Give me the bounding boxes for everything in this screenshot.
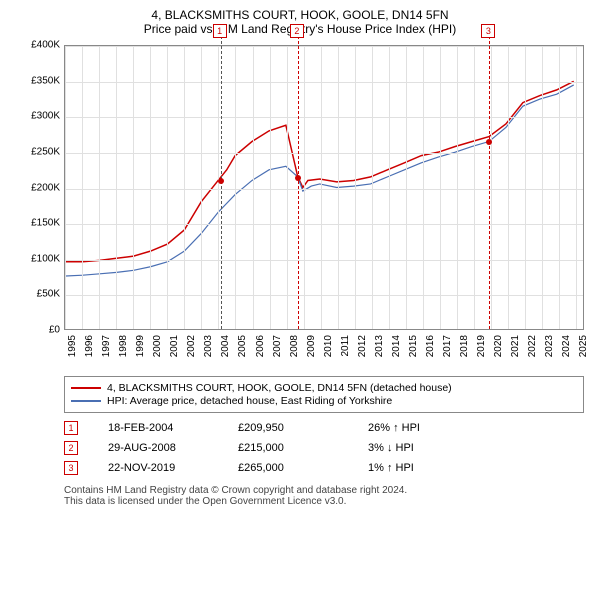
event-pct: 1% ↑ HPI (368, 462, 488, 474)
y-axis-tick-label: £350K (31, 75, 60, 86)
legend-swatch (71, 387, 101, 389)
event-marker-box: 3 (481, 24, 495, 38)
x-axis-tick-label: 2003 (203, 335, 214, 357)
legend-box: 4, BLACKSMITHS COURT, HOOK, GOOLE, DN14 … (64, 376, 584, 413)
event-price: £215,000 (238, 442, 368, 454)
event-date: 22-NOV-2019 (108, 462, 238, 474)
event-price: £265,000 (238, 462, 368, 474)
x-axis-tick-label: 2006 (255, 335, 266, 357)
event-dot (218, 178, 224, 184)
x-axis-tick-label: 2008 (289, 335, 300, 357)
x-axis-tick-label: 2014 (391, 335, 402, 357)
x-axis-tick-label: 2017 (442, 335, 453, 357)
plot-area (64, 45, 584, 330)
legend-swatch (71, 400, 101, 402)
event-dot (486, 139, 492, 145)
x-axis-tick-label: 2012 (357, 335, 368, 357)
event-pct: 3% ↓ HPI (368, 442, 488, 454)
footer-line-1: Contains HM Land Registry data © Crown c… (64, 485, 588, 496)
x-axis-tick-label: 1995 (67, 335, 78, 357)
x-axis-tick-label: 2015 (408, 335, 419, 357)
x-axis-tick-label: 2004 (220, 335, 231, 357)
x-axis-tick-label: 2023 (544, 335, 555, 357)
x-axis-tick-label: 2018 (459, 335, 470, 357)
event-marker: 3 (64, 461, 78, 475)
event-dot (295, 175, 301, 181)
x-axis-tick-label: 2011 (340, 335, 351, 357)
x-axis-tick-label: 2019 (476, 335, 487, 357)
x-axis-tick-label: 2024 (561, 335, 572, 357)
legend-label: HPI: Average price, detached house, East… (107, 395, 392, 407)
y-axis-tick-label: £150K (31, 218, 60, 229)
x-axis-tick-label: 2007 (272, 335, 283, 357)
x-axis-tick-label: 2016 (425, 335, 436, 357)
x-axis-tick-label: 1996 (84, 335, 95, 357)
chart-lines (65, 46, 583, 329)
event-marker: 2 (64, 441, 78, 455)
legend-item: HPI: Average price, detached house, East… (71, 395, 577, 407)
event-price: £209,950 (238, 422, 368, 434)
events-table: 1 18-FEB-2004£209,95026% ↑ HPI 2 29-AUG-200… (64, 421, 584, 475)
x-axis-tick-label: 2013 (374, 335, 385, 357)
x-axis-tick-label: 1999 (135, 335, 146, 357)
x-axis-tick-label: 2009 (306, 335, 317, 357)
y-axis-tick-label: £300K (31, 111, 60, 122)
event-row: 2 29-AUG-2008£215,0003% ↓ HPI (64, 441, 584, 455)
x-axis-tick-label: 2020 (493, 335, 504, 357)
y-axis-tick-label: £400K (31, 40, 60, 51)
legend-item: 4, BLACKSMITHS COURT, HOOK, GOOLE, DN14 … (71, 382, 577, 394)
event-vline (489, 26, 490, 329)
x-axis-tick-label: 2021 (510, 335, 521, 357)
x-axis-tick-label: 1998 (118, 335, 129, 357)
y-axis-tick-label: £250K (31, 146, 60, 157)
y-axis-tick-label: £100K (31, 253, 60, 264)
x-axis-tick-label: 2002 (186, 335, 197, 357)
footer: Contains HM Land Registry data © Crown c… (64, 485, 588, 507)
x-axis-tick-label: 2005 (237, 335, 248, 357)
footer-line-2: This data is licensed under the Open Gov… (64, 496, 588, 507)
event-marker-box: 1 (213, 24, 227, 38)
legend-label: 4, BLACKSMITHS COURT, HOOK, GOOLE, DN14 … (107, 382, 452, 394)
x-axis-tick-label: 2000 (152, 335, 163, 357)
y-axis-tick-label: £50K (37, 289, 60, 300)
x-axis-tick-label: 2025 (578, 335, 589, 357)
event-marker-box: 2 (290, 24, 304, 38)
x-axis-tick-label: 2001 (169, 335, 180, 357)
event-pct: 26% ↑ HPI (368, 422, 488, 434)
event-row: 1 18-FEB-2004£209,95026% ↑ HPI (64, 421, 584, 435)
y-axis-tick-label: £200K (31, 182, 60, 193)
chart-area: £0 £50K £100K £150K £200K £250K £300K £350K £400… (24, 40, 584, 370)
event-row: 3 22-NOV-2019£265,0001% ↑ HPI (64, 461, 584, 475)
x-axis-tick-label: 2010 (323, 335, 334, 357)
chart-container: 4, BLACKSMITHS COURT, HOOK, GOOLE, DN14 … (0, 0, 600, 590)
event-marker: 1 (64, 421, 78, 435)
event-date: 18-FEB-2004 (108, 422, 238, 434)
x-axis-tick-label: 1997 (101, 335, 112, 357)
y-axis-tick-label: £0 (49, 325, 60, 336)
x-axis-tick-label: 2022 (527, 335, 538, 357)
event-date: 29-AUG-2008 (108, 442, 238, 454)
chart-title: 4, BLACKSMITHS COURT, HOOK, GOOLE, DN14 … (12, 8, 588, 22)
